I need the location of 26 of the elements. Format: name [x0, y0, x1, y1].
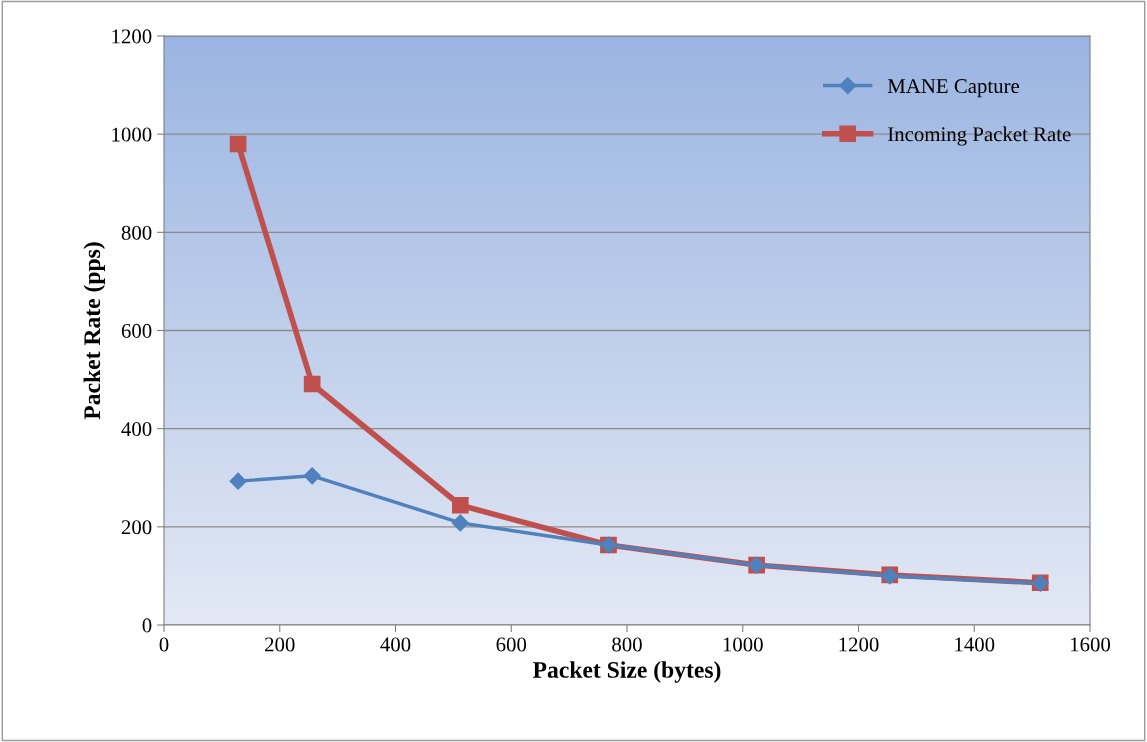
x-tick-label: 1200	[839, 637, 879, 652]
y-tick-label: 400	[121, 422, 152, 437]
point	[229, 472, 247, 490]
x-tick-label: 0	[159, 637, 169, 652]
y-tick-label: 0	[142, 618, 152, 633]
point	[303, 375, 321, 393]
y-tick-label: 600	[121, 323, 152, 338]
y-axis-title: Packet Rate (pps)	[83, 242, 105, 420]
x-tick-label: 200	[265, 637, 295, 652]
x-tick-label: 400	[380, 637, 411, 652]
y-tick-label: 1000	[112, 127, 152, 142]
y-tick-label: 800	[121, 225, 152, 240]
legend-label: MANE Capture	[887, 79, 1020, 98]
x-tick-label: 1600	[1071, 637, 1111, 652]
x-tick-label: 600	[496, 637, 527, 652]
y-tick-label: 1200	[112, 29, 152, 44]
point	[451, 514, 469, 532]
point	[303, 467, 321, 485]
legend-label: Incoming Packet Rate	[888, 126, 1071, 146]
x-axis-title: Packet Size (bytes)	[532, 661, 721, 683]
x-tick-label: 800	[612, 637, 642, 652]
x-tick-label: 1400	[955, 637, 995, 652]
point	[451, 496, 469, 514]
x-tick-label: 1000	[723, 637, 763, 652]
point	[229, 135, 247, 153]
y-tick-label: 200	[121, 520, 152, 535]
